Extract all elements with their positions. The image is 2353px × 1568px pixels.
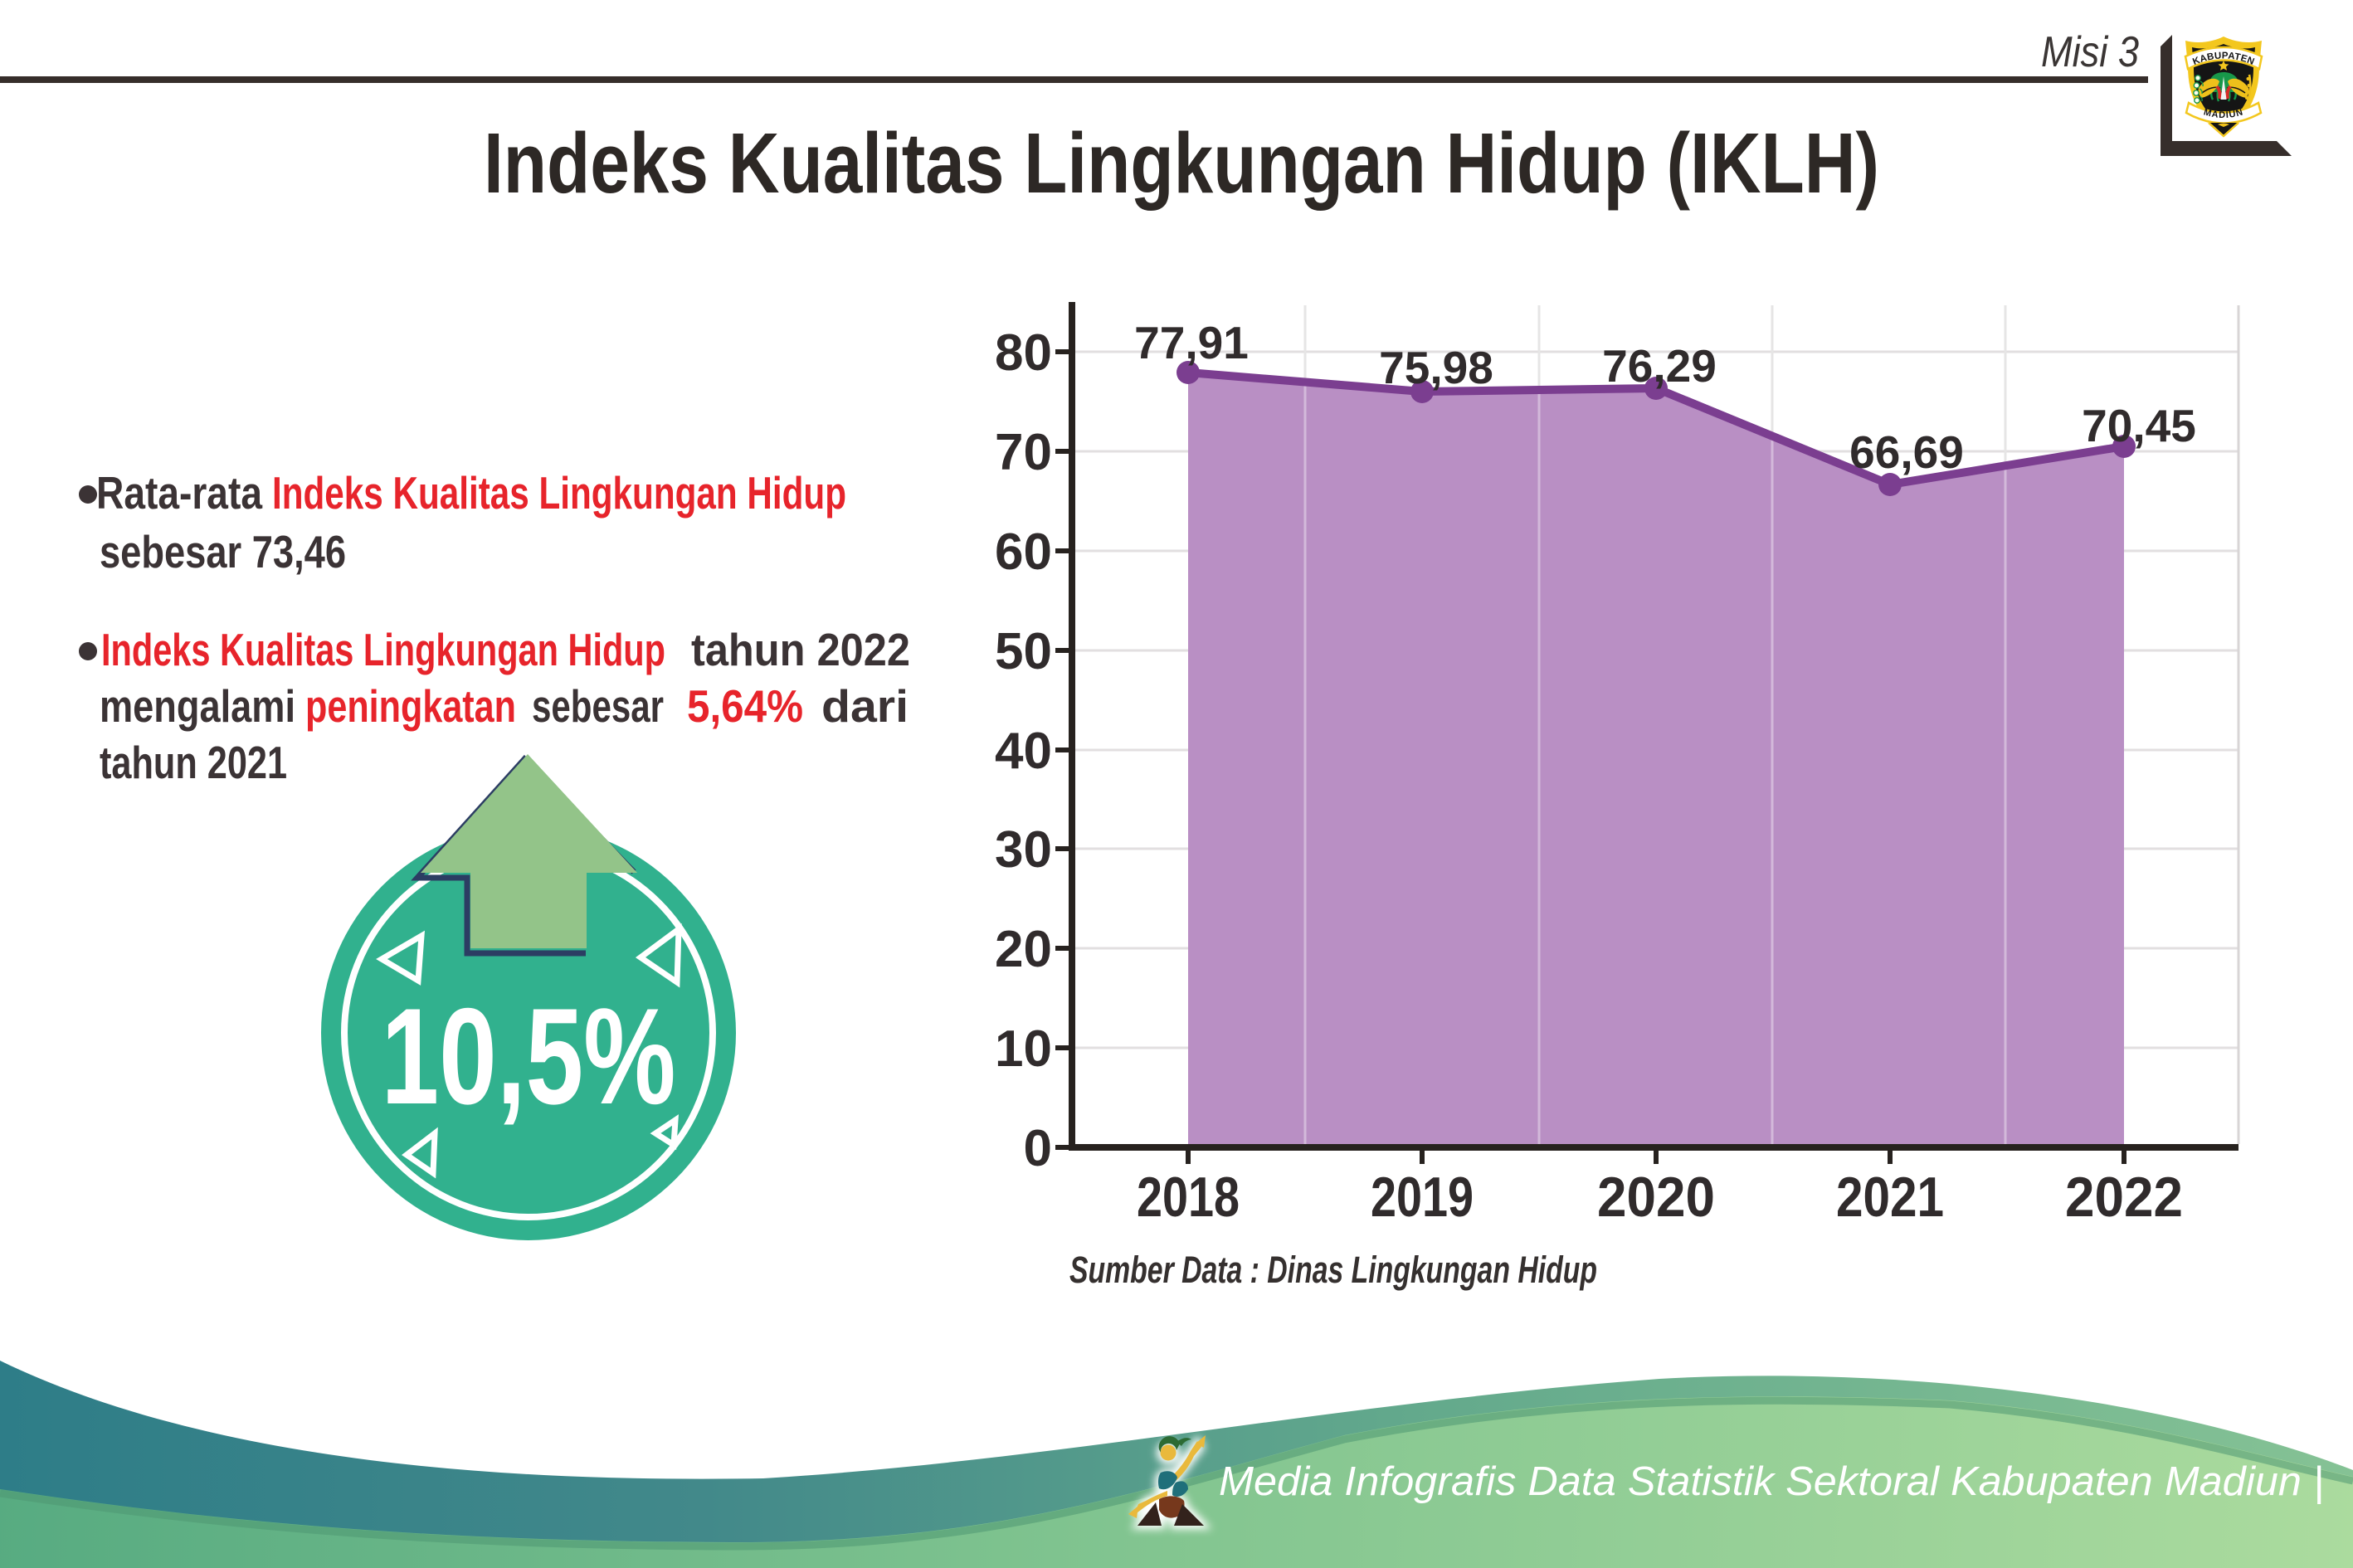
svg-text:2020: 2020 (1597, 1166, 1715, 1229)
svg-text:peningkatan: peningkatan (305, 680, 516, 732)
svg-text:Indeks Kualitas Lingkungan Hid: Indeks Kualitas Lingkungan Hidup (IKLH) (484, 115, 1879, 211)
svg-text:mengalami: mengalami (100, 680, 295, 732)
svg-text:10: 10 (995, 1020, 1052, 1078)
svg-text:Sumber Data : Dinas Lingkungan: Sumber Data : Dinas Lingkungan Hidup (1069, 1249, 1597, 1291)
svg-text:Indeks Kualitas Lingkungan Hid: Indeks Kualitas Lingkungan Hidup (101, 624, 665, 675)
svg-text:Rata-rata: Rata-rata (96, 467, 262, 519)
svg-text:75,98: 75,98 (1379, 342, 1493, 393)
svg-text:Indeks Kualitas Lingkungan Hid: Indeks Kualitas Lingkungan Hidup (272, 467, 846, 519)
svg-text:76,29: 76,29 (1602, 340, 1717, 392)
svg-text:30: 30 (995, 821, 1052, 879)
svg-text:50: 50 (995, 623, 1052, 680)
svg-text:dari: dari (821, 680, 909, 732)
svg-text:Misi 3: Misi 3 (2041, 28, 2139, 76)
svg-text:0: 0 (1024, 1120, 1052, 1177)
svg-text:40: 40 (995, 723, 1052, 780)
svg-text:20: 20 (995, 921, 1052, 978)
svg-text:tahun 2021: tahun 2021 (100, 737, 287, 788)
svg-text:80: 80 (995, 324, 1052, 382)
svg-text:tahun 2022: tahun 2022 (691, 624, 910, 675)
svg-text:sebesar: sebesar (532, 680, 664, 732)
svg-text:5,64%: 5,64% (687, 680, 803, 732)
svg-text:10,5%: 10,5% (382, 980, 676, 1132)
svg-text:sebesar 73,46: sebesar 73,46 (100, 526, 346, 577)
svg-text:2022: 2022 (2065, 1166, 2183, 1229)
svg-text:70,45: 70,45 (2082, 400, 2196, 451)
svg-text:2018: 2018 (1137, 1166, 1240, 1229)
svg-text:70: 70 (995, 424, 1052, 481)
svg-text:2019: 2019 (1371, 1166, 1474, 1229)
svg-text:77,91: 77,91 (1134, 317, 1249, 368)
svg-text:66,69: 66,69 (1849, 426, 1964, 478)
svg-text:2021: 2021 (1836, 1166, 1944, 1229)
svg-text:60: 60 (995, 523, 1052, 581)
svg-text:MADIUN: MADIUN (2203, 107, 2245, 120)
svg-text:Media Infografis Data Statisti: Media Infografis Data Statistik Sektoral… (1219, 1459, 2324, 1504)
